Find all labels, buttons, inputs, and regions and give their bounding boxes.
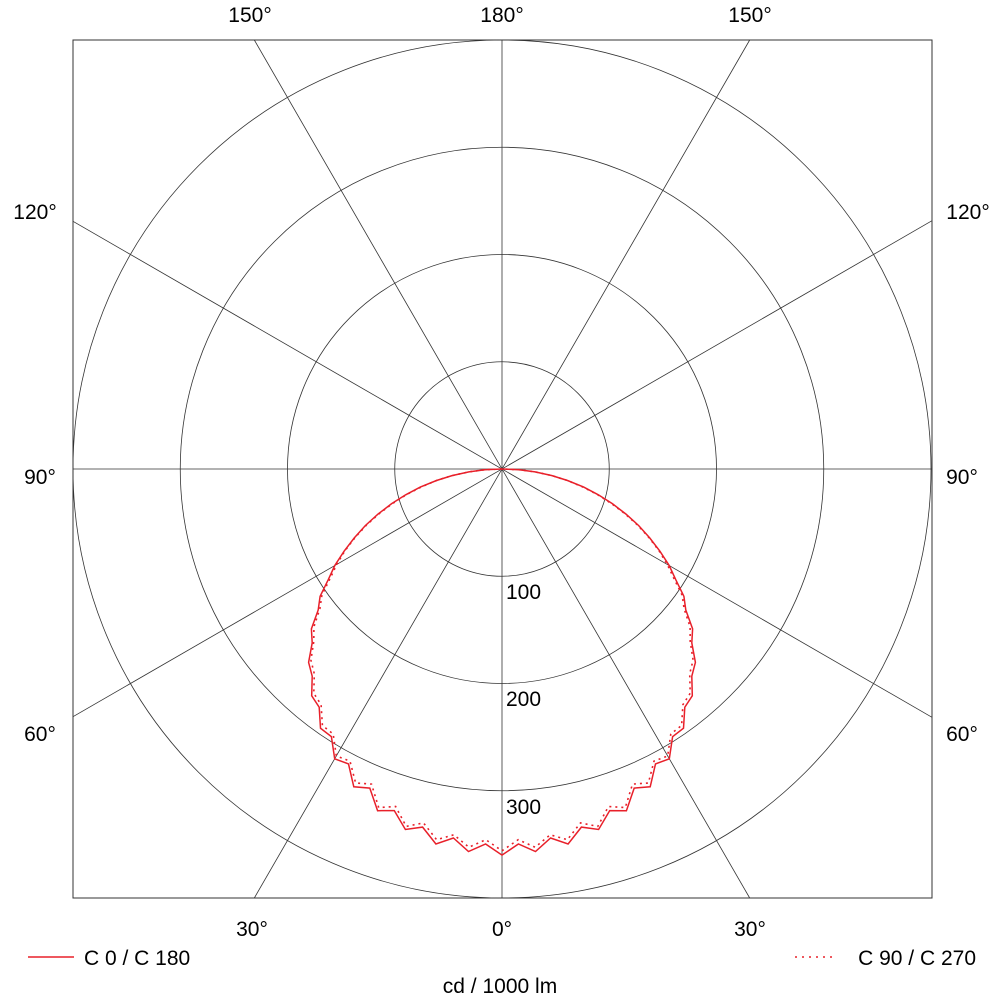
angle-label-0: 0° xyxy=(492,918,512,941)
series-c0-c180 xyxy=(307,468,697,857)
unit-label: cd / 1000 lm xyxy=(443,975,557,998)
angle-label-180: 180° xyxy=(480,4,523,27)
angle-label-90-left: 90° xyxy=(24,466,56,489)
radial-label-100: 100 xyxy=(506,581,541,604)
legend-label-c90-c270: C 90 / C 270 xyxy=(858,947,976,970)
angle-label-150-right: 150° xyxy=(728,4,771,27)
angle-label-90-right: 90° xyxy=(946,466,978,489)
angle-label-120-left: 120° xyxy=(13,201,56,224)
angle-label-60-left: 60° xyxy=(24,723,56,746)
angle-label-30-right: 30° xyxy=(734,918,766,941)
angle-label-30-left: 30° xyxy=(236,918,268,941)
radial-label-300: 300 xyxy=(506,796,541,819)
angle-label-120-right: 120° xyxy=(946,201,989,224)
angle-label-150-left: 150° xyxy=(228,4,271,27)
angle-label-60-right: 60° xyxy=(946,723,978,746)
radial-label-200: 200 xyxy=(506,688,541,711)
legend-label-c0-c180: C 0 / C 180 xyxy=(84,947,190,970)
series-c90-c270 xyxy=(310,468,694,852)
